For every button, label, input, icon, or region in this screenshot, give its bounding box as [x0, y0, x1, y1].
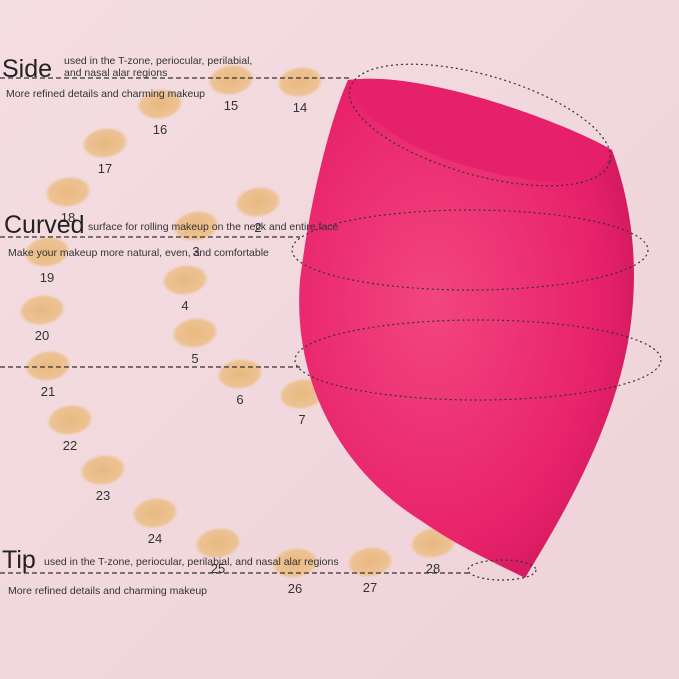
swatch-number: 22 [63, 438, 77, 453]
swatch [276, 65, 324, 99]
swatch-number: 26 [288, 581, 302, 596]
guides [291, 63, 662, 581]
swatch-number: 3 [192, 244, 199, 259]
sponge-cut-face [348, 78, 612, 182]
section-title: Side [2, 55, 52, 83]
swatch-number: 20 [35, 328, 49, 343]
swatch-number: 28 [426, 561, 440, 576]
swatch [234, 185, 282, 219]
swatch [216, 357, 264, 391]
swatch [24, 349, 72, 383]
section-text: used in the T-zone, periocular, perilabi… [44, 556, 339, 568]
sponge [299, 78, 634, 579]
section-text: surface for rolling makeup on the neck a… [88, 221, 339, 233]
section-caption: More refined details and charming makeup [6, 88, 205, 100]
swatch [23, 235, 71, 269]
swatch [131, 496, 179, 530]
dashed-lines [0, 77, 470, 574]
swatch [346, 545, 394, 579]
swatch-number: 4 [181, 298, 188, 313]
swatch [172, 209, 220, 243]
section-caption: Make your makeup more natural, even, and… [8, 247, 269, 259]
swatch [81, 126, 129, 160]
swatch-number: 21 [41, 384, 55, 399]
swatch-number: 19 [40, 270, 54, 285]
section-text: used in the T-zone, periocular, perilabi… [64, 55, 252, 67]
swatch [46, 403, 94, 437]
swatch [271, 546, 319, 580]
swatch-number: 6 [236, 392, 243, 407]
swatch [18, 293, 66, 327]
swatch-number: 25 [211, 561, 225, 576]
swatch-number: 7 [298, 412, 305, 427]
swatch-number: 5 [191, 351, 198, 366]
swatch [44, 175, 92, 209]
swatch-number: 16 [153, 122, 167, 137]
swatch-number: 2 [254, 220, 261, 235]
swatch [161, 263, 209, 297]
section-text: and nasal alar regions [64, 67, 167, 79]
swatch-number: 17 [98, 161, 112, 176]
swatch [194, 526, 242, 560]
swatch-number: 27 [363, 580, 377, 595]
swatch [171, 316, 219, 350]
swatch-number: 15 [224, 98, 238, 113]
section-caption: More refined details and charming makeup [8, 585, 207, 597]
swatch [207, 63, 255, 97]
swatch-group: 15 14 16 17 18 2 19 3 4 20 5 21 6 7 22 23 24 25 26 27 28 [18, 63, 457, 596]
swatch-number: 14 [293, 100, 307, 115]
swatch-number: 24 [148, 531, 162, 546]
section-title: Tip [2, 546, 36, 574]
section-title: Curved [4, 211, 85, 239]
swatch [79, 453, 127, 487]
swatch [136, 87, 184, 121]
swatch-number: 18 [61, 210, 75, 225]
swatch-number: 23 [96, 488, 110, 503]
